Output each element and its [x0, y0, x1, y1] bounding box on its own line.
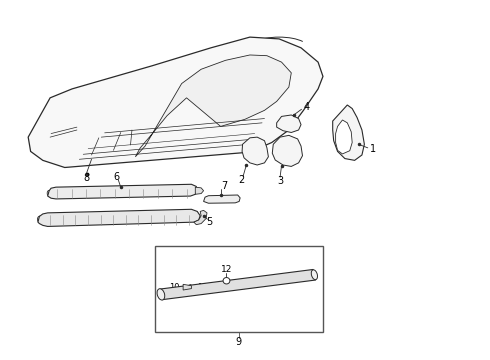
Ellipse shape	[343, 149, 346, 152]
Polygon shape	[203, 195, 240, 203]
Ellipse shape	[223, 278, 230, 284]
Polygon shape	[333, 105, 365, 160]
Text: 3: 3	[277, 176, 283, 186]
Polygon shape	[277, 115, 301, 132]
Text: 2: 2	[239, 175, 245, 185]
Text: 4: 4	[303, 103, 310, 112]
Polygon shape	[38, 209, 200, 226]
Ellipse shape	[47, 190, 51, 196]
Polygon shape	[135, 55, 291, 157]
Polygon shape	[242, 137, 269, 165]
Bar	[155, 246, 323, 332]
Polygon shape	[160, 270, 316, 300]
Polygon shape	[336, 120, 352, 154]
Polygon shape	[196, 187, 203, 194]
Text: 8: 8	[84, 173, 90, 183]
Polygon shape	[28, 37, 323, 167]
Ellipse shape	[250, 147, 260, 156]
Text: 1: 1	[370, 144, 376, 154]
Ellipse shape	[194, 189, 196, 194]
Ellipse shape	[311, 270, 318, 280]
Polygon shape	[272, 135, 302, 166]
Text: 9: 9	[236, 337, 242, 347]
Ellipse shape	[281, 147, 292, 157]
Ellipse shape	[345, 140, 349, 143]
Polygon shape	[183, 284, 192, 290]
Polygon shape	[194, 210, 207, 225]
Text: 7: 7	[221, 181, 228, 192]
Text: 10: 10	[169, 283, 180, 292]
Text: 11: 11	[197, 283, 208, 292]
Ellipse shape	[37, 216, 42, 222]
Text: 6: 6	[113, 172, 120, 182]
Text: 5: 5	[206, 217, 212, 227]
Polygon shape	[48, 184, 197, 199]
Ellipse shape	[157, 289, 165, 300]
Text: 12: 12	[221, 265, 232, 274]
Ellipse shape	[346, 128, 351, 132]
